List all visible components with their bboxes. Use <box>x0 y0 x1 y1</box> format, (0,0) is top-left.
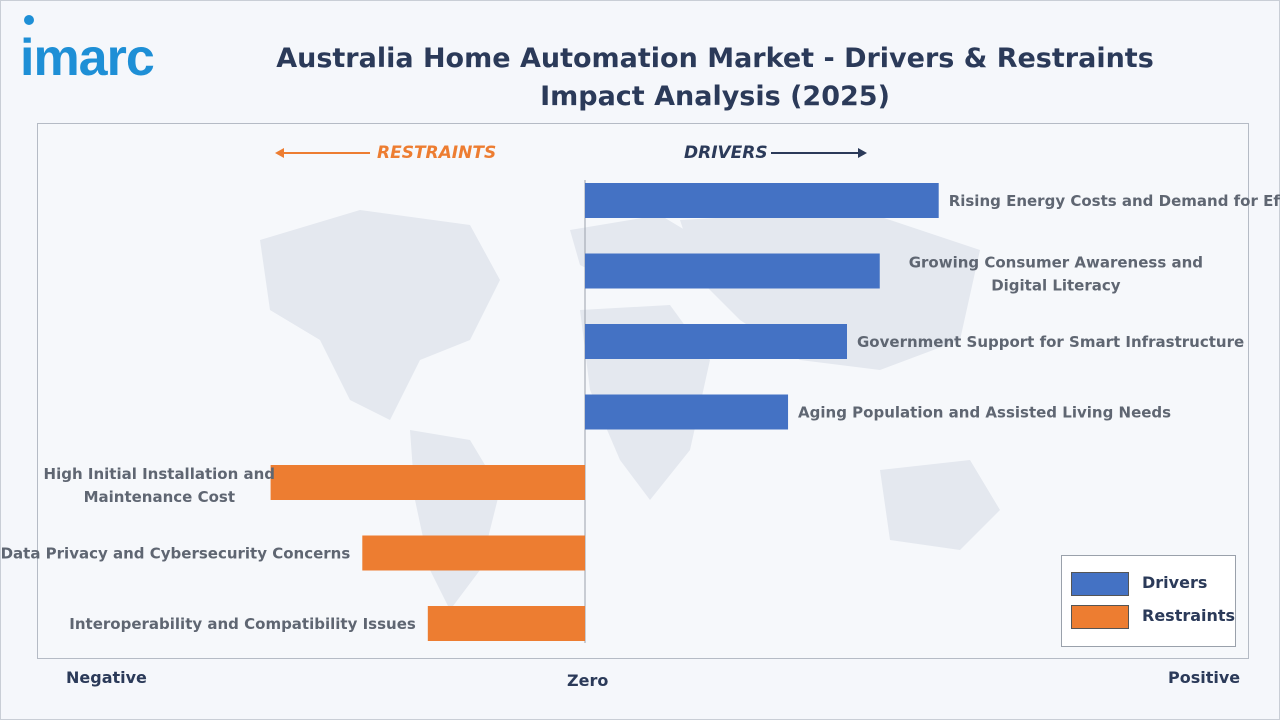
axis-label-zero: Zero <box>567 671 609 690</box>
axis-label-negative: Negative <box>66 668 147 687</box>
restraints-arrow-head <box>275 148 284 158</box>
drivers-arrow <box>771 152 859 154</box>
legend-swatch-drivers <box>1071 572 1129 596</box>
bar-drivers-1 <box>585 253 880 289</box>
bar-label-restraints-1: Data Privacy and Cybersecurity Concerns <box>1 545 351 563</box>
bar-restraints-2 <box>427 606 585 641</box>
bar-restraints-1 <box>362 535 585 571</box>
bar-drivers-3 <box>585 394 789 430</box>
chart-title: Australia Home Automation Market - Drive… <box>276 43 1154 112</box>
logo-dot <box>24 15 34 25</box>
drivers-arrow-head <box>858 148 867 158</box>
bar-label-drivers-0: Rising Energy Costs and Demand for Effic… <box>949 192 1280 210</box>
bar-restraints-0 <box>270 465 585 500</box>
legend-label-drivers: Drivers <box>1142 573 1208 592</box>
legend: Drivers Restraints <box>1061 555 1236 647</box>
bar-label-drivers-2: Government Support for Smart Infrastruct… <box>857 333 1244 351</box>
bar-label-restraints-2: Interoperability and Compatibility Issue… <box>69 615 416 633</box>
axis-label-positive: Positive <box>1168 668 1241 687</box>
drivers-label: DRIVERS <box>684 143 768 163</box>
imarc-logo: imarc <box>20 29 155 87</box>
restraints-arrow <box>278 152 370 154</box>
legend-label-restraints: Restraints <box>1142 606 1236 625</box>
bar-label-restraints-0: High Initial Installation and Maintenance… <box>44 465 275 506</box>
bar-label-drivers-3: Aging Population and Assisted Living Nee… <box>798 404 1171 422</box>
bar-label-drivers-1: Growing Consumer Awareness and Digital Li… <box>909 254 1203 295</box>
bar-drivers-0 <box>585 183 939 218</box>
legend-swatch-restraints <box>1071 605 1129 629</box>
restraints-label: RESTRAINTS <box>377 143 497 163</box>
bar-drivers-2 <box>585 324 847 359</box>
